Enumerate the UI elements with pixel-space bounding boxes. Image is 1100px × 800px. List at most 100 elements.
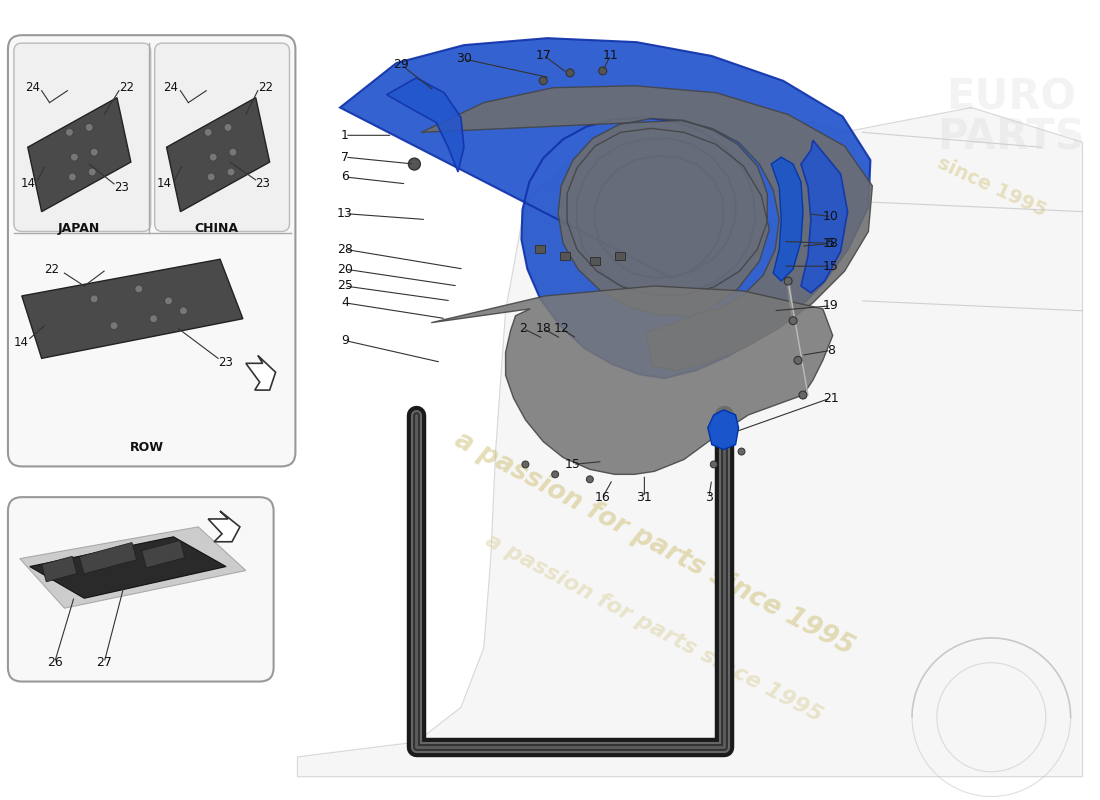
- Polygon shape: [707, 410, 738, 450]
- Bar: [590, 258, 600, 265]
- Bar: [560, 252, 570, 260]
- Polygon shape: [297, 107, 1082, 777]
- FancyBboxPatch shape: [8, 35, 296, 466]
- Text: 31: 31: [637, 490, 652, 504]
- Text: 30: 30: [456, 53, 472, 66]
- Text: 14: 14: [157, 178, 172, 190]
- Text: 6: 6: [341, 170, 349, 183]
- Circle shape: [150, 314, 157, 322]
- Circle shape: [566, 69, 574, 77]
- Circle shape: [784, 277, 792, 285]
- Polygon shape: [386, 78, 464, 172]
- Text: 27: 27: [96, 656, 112, 670]
- Circle shape: [521, 461, 529, 468]
- Text: 18: 18: [536, 322, 551, 335]
- Text: 22: 22: [120, 82, 134, 94]
- Circle shape: [586, 476, 593, 482]
- Text: 11: 11: [603, 49, 618, 62]
- Text: 5: 5: [827, 237, 835, 250]
- Polygon shape: [431, 286, 833, 474]
- Polygon shape: [771, 157, 803, 281]
- Text: 22: 22: [44, 262, 59, 276]
- Circle shape: [552, 471, 559, 478]
- Text: a passion for parts since 1995: a passion for parts since 1995: [483, 530, 826, 726]
- Circle shape: [207, 173, 216, 181]
- Polygon shape: [166, 98, 270, 212]
- Circle shape: [65, 128, 74, 136]
- Text: 24: 24: [163, 82, 178, 94]
- Circle shape: [799, 391, 807, 399]
- Circle shape: [110, 322, 118, 330]
- Text: 12: 12: [553, 322, 569, 335]
- Text: 16: 16: [595, 490, 610, 504]
- Polygon shape: [28, 98, 131, 212]
- Text: 1: 1: [341, 129, 349, 142]
- Polygon shape: [801, 140, 848, 293]
- Bar: [615, 252, 625, 260]
- Text: CHINA: CHINA: [194, 222, 238, 235]
- Text: 2: 2: [519, 322, 527, 335]
- Circle shape: [711, 461, 717, 468]
- Circle shape: [179, 307, 187, 314]
- Text: 7: 7: [341, 150, 349, 164]
- Circle shape: [88, 168, 96, 176]
- Text: 14: 14: [13, 336, 29, 349]
- Text: 4: 4: [341, 296, 349, 310]
- Polygon shape: [22, 259, 243, 358]
- Bar: [536, 246, 546, 254]
- Circle shape: [68, 173, 76, 181]
- Text: 23: 23: [114, 182, 130, 194]
- Text: 8: 8: [827, 344, 835, 357]
- FancyBboxPatch shape: [155, 43, 289, 231]
- Text: 15: 15: [823, 260, 838, 273]
- Circle shape: [224, 123, 232, 131]
- Polygon shape: [340, 38, 870, 378]
- Circle shape: [165, 297, 173, 305]
- FancyBboxPatch shape: [8, 497, 274, 682]
- Polygon shape: [421, 86, 872, 370]
- Polygon shape: [246, 355, 276, 390]
- Text: 22: 22: [258, 82, 273, 94]
- Text: 10: 10: [823, 210, 838, 223]
- Text: 28: 28: [337, 243, 353, 256]
- Polygon shape: [30, 537, 225, 598]
- Text: 3: 3: [705, 490, 713, 504]
- Text: EURO: EURO: [946, 77, 1076, 118]
- Text: 18: 18: [823, 237, 838, 250]
- Bar: [42, 556, 77, 582]
- Circle shape: [227, 168, 235, 176]
- Text: 26: 26: [46, 656, 63, 670]
- Bar: [142, 541, 185, 568]
- Text: 21: 21: [823, 391, 838, 405]
- Circle shape: [408, 158, 420, 170]
- Text: 24: 24: [25, 82, 41, 94]
- Circle shape: [205, 128, 212, 136]
- Text: a passion for parts since 1995: a passion for parts since 1995: [450, 427, 858, 661]
- Circle shape: [598, 67, 607, 75]
- Text: 19: 19: [823, 299, 838, 312]
- Circle shape: [794, 356, 802, 364]
- Text: 25: 25: [337, 279, 353, 293]
- Circle shape: [90, 295, 98, 303]
- Text: 9: 9: [341, 334, 349, 347]
- Text: 14: 14: [20, 178, 35, 190]
- Circle shape: [70, 153, 78, 161]
- Polygon shape: [208, 511, 240, 542]
- Circle shape: [135, 285, 143, 293]
- Text: 17: 17: [536, 49, 551, 62]
- Circle shape: [539, 77, 547, 85]
- Text: ROW: ROW: [130, 441, 164, 454]
- Text: 29: 29: [394, 58, 409, 71]
- Text: JAPAN: JAPAN: [57, 222, 99, 235]
- Bar: [79, 542, 136, 574]
- Circle shape: [209, 153, 217, 161]
- Text: 15: 15: [565, 458, 581, 471]
- FancyBboxPatch shape: [14, 43, 151, 231]
- Text: 23: 23: [255, 178, 271, 190]
- Text: since 1995: since 1995: [934, 154, 1048, 221]
- Text: 13: 13: [337, 207, 353, 220]
- Circle shape: [738, 448, 745, 455]
- Polygon shape: [20, 527, 246, 608]
- Circle shape: [789, 317, 797, 325]
- Circle shape: [229, 148, 236, 156]
